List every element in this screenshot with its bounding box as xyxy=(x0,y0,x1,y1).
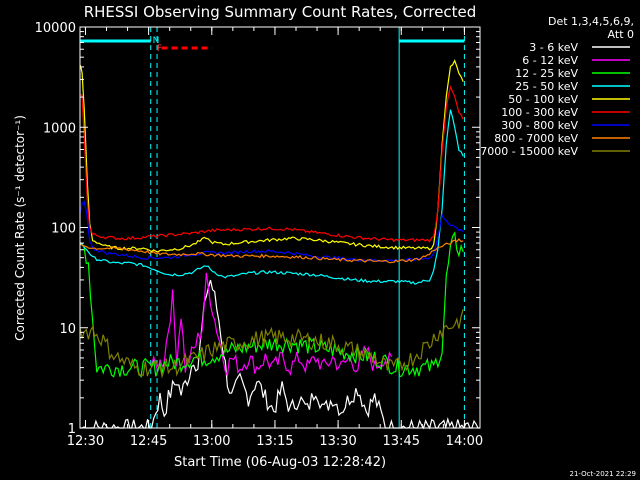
legend-header-attenuator: Att 0 xyxy=(608,28,634,41)
series-line-2 xyxy=(149,272,393,378)
legend-label: 100 - 300 keV xyxy=(501,106,578,119)
y-tick-label: 10 xyxy=(59,322,76,337)
legend-label: 12 - 25 keV xyxy=(515,67,578,80)
flag-n-label: N xyxy=(153,36,160,46)
x-tick-label: 13:00 xyxy=(193,434,230,449)
x-tick-label: 12:30 xyxy=(67,434,104,449)
y-tick-label: 10000 xyxy=(35,21,76,36)
x-tick-label: 13:45 xyxy=(383,434,420,449)
axes-layer: 1 10 100 1000 10000 12:30 12:45 13:00 13:15 13:30… xyxy=(35,21,484,449)
legend-label: 6 - 12 keV xyxy=(522,54,578,67)
legend-label: 25 - 50 keV xyxy=(515,80,578,93)
legend-label: 7000 - 15000 keV xyxy=(480,145,578,158)
series-line-9 xyxy=(79,309,464,379)
series-line-8 xyxy=(79,238,464,264)
x-axis-label: Start Time (06-Aug-03 12:28:42) xyxy=(174,455,386,470)
y-tick-label: 100 xyxy=(51,222,76,237)
legend-label: 800 - 7000 keV xyxy=(494,132,578,145)
series-line-6 xyxy=(79,84,464,243)
y-tick-label: 1000 xyxy=(43,121,76,136)
legend-label: 50 - 100 keV xyxy=(508,93,578,106)
x-tick-label: 14:00 xyxy=(446,434,483,449)
y-axis-label: Corrected Count Rate (s⁻¹ detector⁻¹) xyxy=(13,115,27,341)
legend-header-detectors: Det 1,3,4,5,6,9, xyxy=(548,15,634,28)
flag-f-label: F xyxy=(157,44,162,54)
legend-label: 300 - 800 keV xyxy=(501,119,578,132)
series-line-4 xyxy=(79,109,464,285)
series-line-3 xyxy=(79,231,464,379)
chart-title: RHESSI Observing Summary Count Rates, Co… xyxy=(84,3,477,21)
x-tick-label: 12:45 xyxy=(130,434,167,449)
legend-label: 3 - 6 keV xyxy=(529,41,578,54)
footer-date: 21-Oct-2021 22:29 xyxy=(570,470,636,478)
series-layer xyxy=(79,59,480,430)
series-line-5 xyxy=(79,59,464,253)
x-tick-label: 13:15 xyxy=(256,434,293,449)
y-tick-label: 1 xyxy=(68,422,76,437)
x-tick-label: 13:30 xyxy=(319,434,356,449)
